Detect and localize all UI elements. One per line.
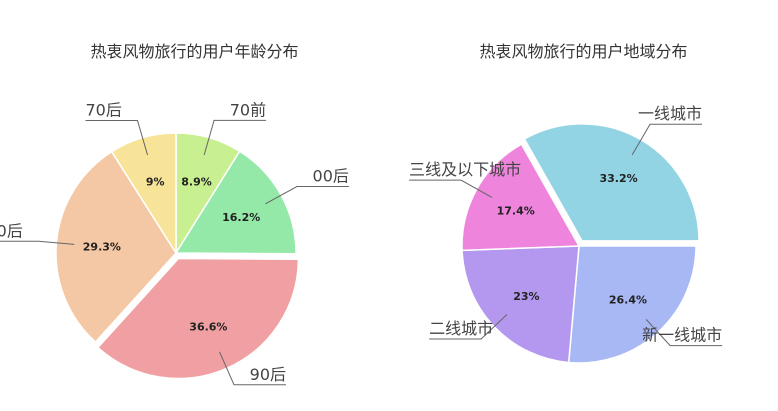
slice-category-label: 三线及以下城市	[409, 160, 521, 179]
pie-slice	[461, 245, 580, 364]
slice-category-label: 70前	[230, 100, 266, 119]
slice-value-label: 29.3%	[83, 241, 121, 254]
slice-value-label: 23%	[513, 290, 539, 303]
slice-value-label: 9%	[146, 176, 165, 189]
region-chart-title: 热衷风物旅行的用户地域分布	[479, 42, 688, 61]
leader-line	[203, 119, 267, 156]
leader-line	[429, 314, 508, 340]
leader-line	[631, 123, 703, 156]
slice-value-label: 8.9%	[181, 175, 212, 188]
slice-value-label: 16.2%	[222, 211, 260, 224]
slice-value-label: 17.4%	[497, 205, 535, 218]
age-chart-title: 热衷风物旅行的用户年龄分布	[90, 42, 299, 61]
slice-category-label: 二线城市	[429, 319, 493, 338]
slice-category-label: 90后	[250, 365, 286, 384]
slice-value-label: 36.6%	[189, 321, 227, 334]
leader-line	[219, 351, 287, 386]
slice-value-label: 33.2%	[599, 172, 637, 185]
leader-line	[645, 319, 723, 347]
slice-value-label: 26.4%	[609, 294, 647, 307]
leader-line	[85, 119, 149, 156]
slice-category-label: 00后	[313, 167, 349, 186]
leader-line	[265, 186, 349, 205]
slice-category-label: 新一线城市	[642, 326, 722, 345]
slice-category-label: 70后	[85, 100, 121, 119]
leader-line	[0, 240, 75, 245]
slice-category-label: 一线城市	[638, 104, 702, 123]
leader-line	[409, 179, 493, 198]
slice-category-label: 80后	[0, 221, 23, 240]
